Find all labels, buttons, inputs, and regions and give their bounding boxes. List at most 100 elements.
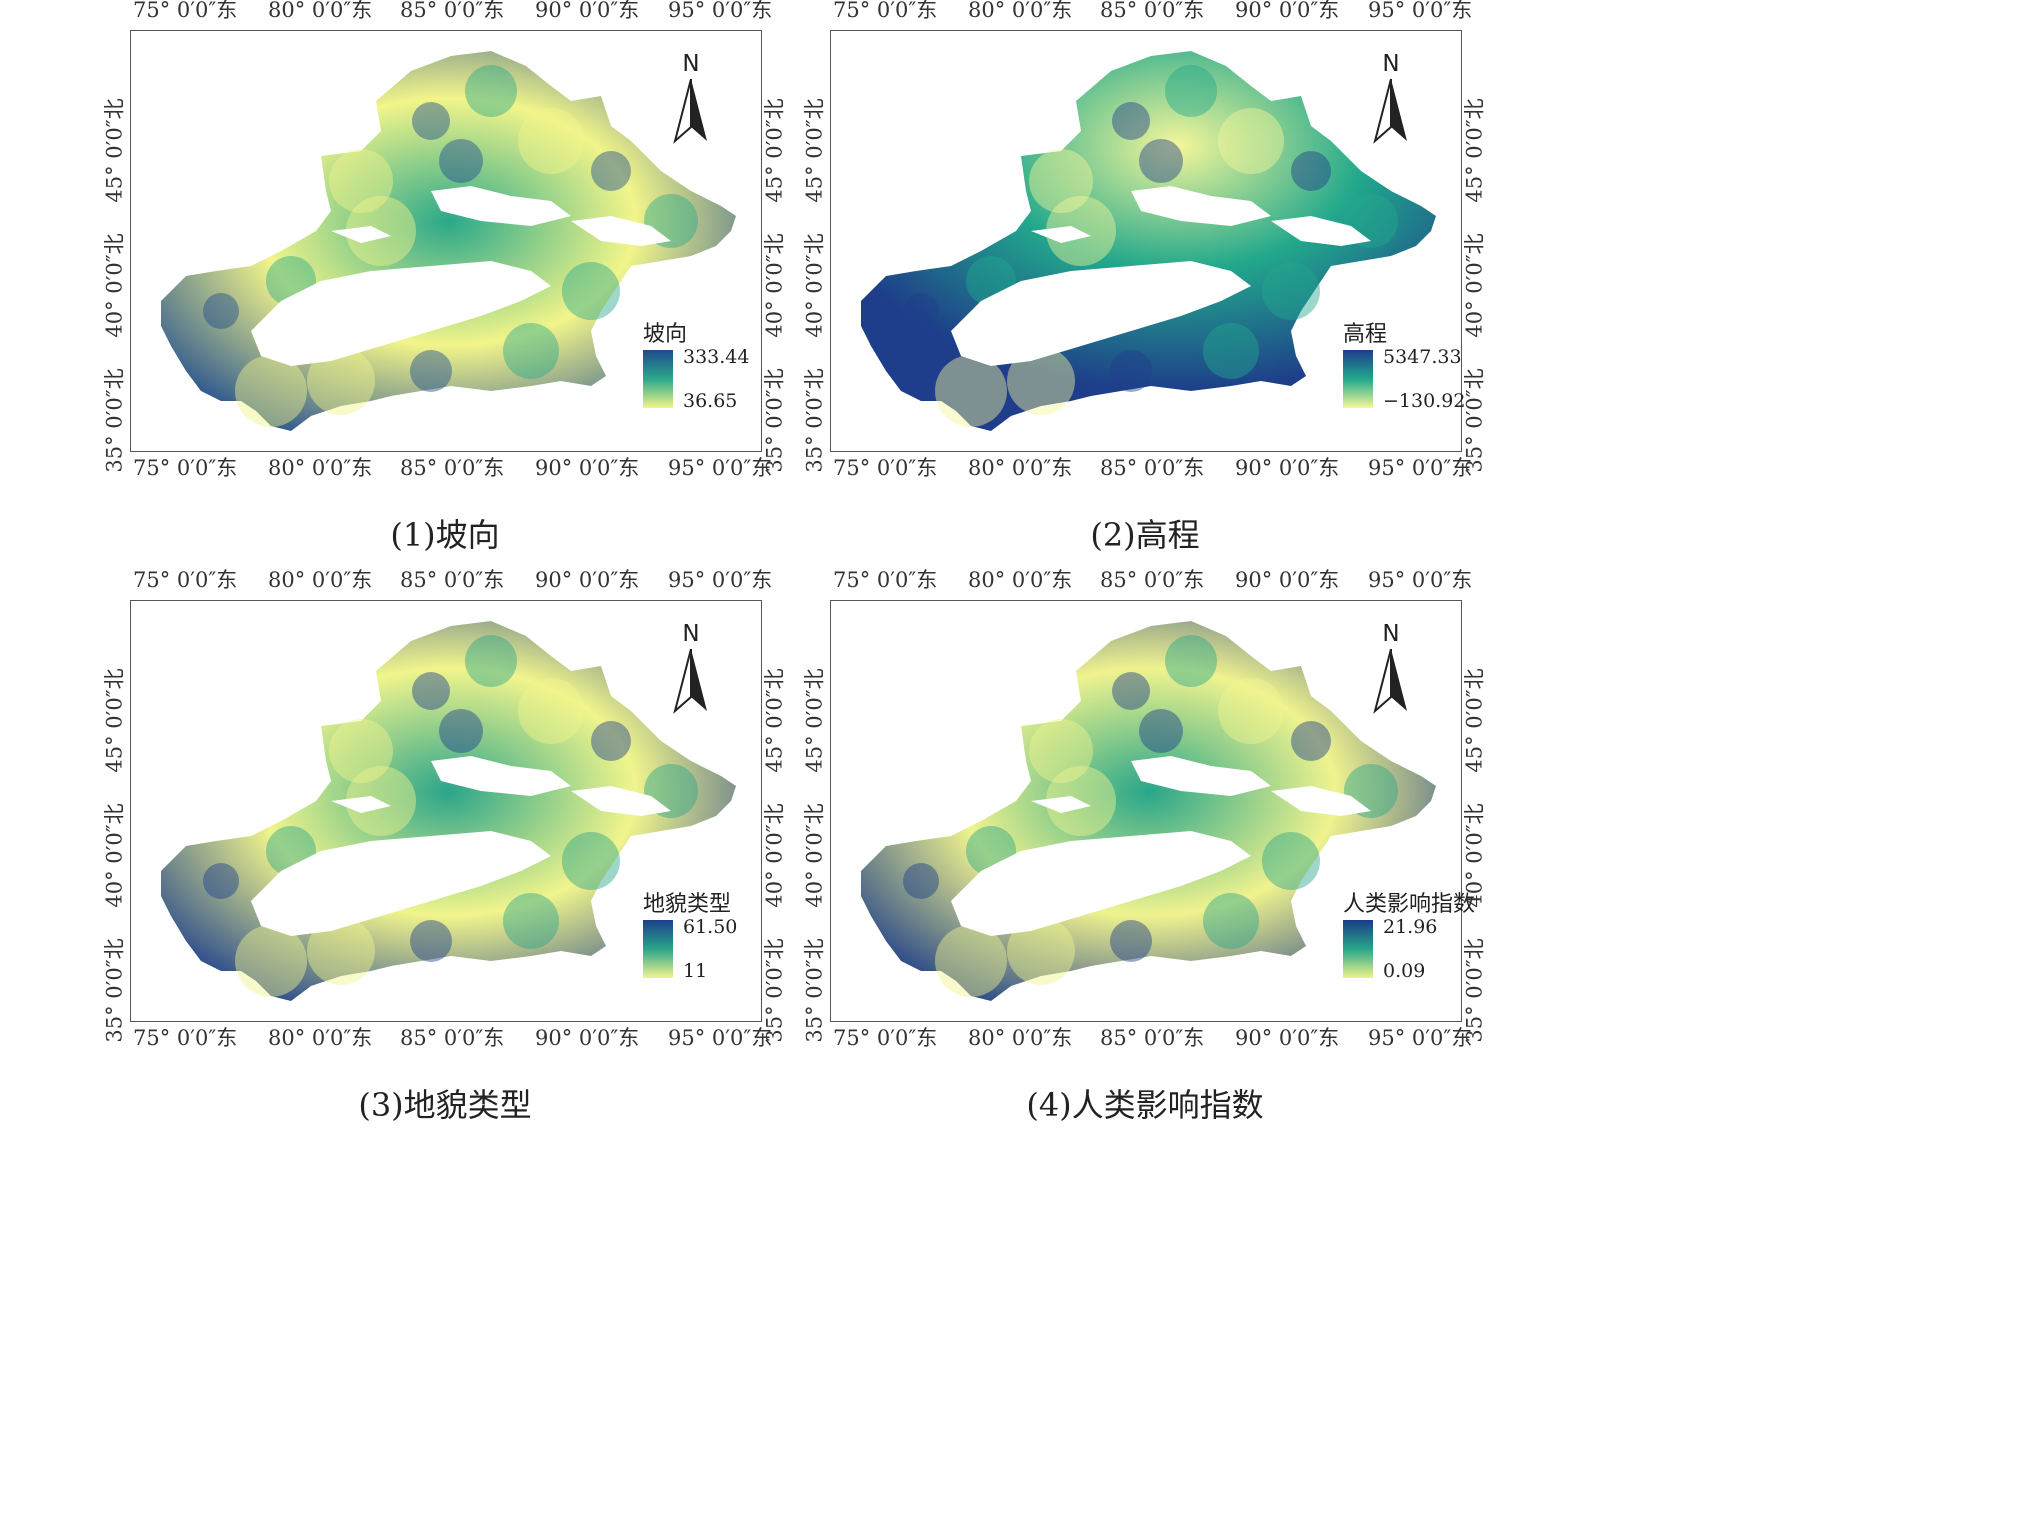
lat-tick-left: 40° 0′0″北 [102, 233, 127, 338]
north-arrow-icon: N [661, 621, 721, 721]
texture-blob [235, 925, 307, 997]
texture-blob [410, 920, 452, 962]
texture-blob [307, 347, 375, 415]
lon-tick-top: 75° 0′0″东 [133, 568, 238, 592]
north-label: N [1382, 621, 1400, 647]
texture-blob [203, 863, 239, 899]
legend-min: −130.92 [1383, 390, 1466, 412]
lon-tick-top: 95° 0′0″东 [668, 0, 773, 22]
lat-tick-left: 45° 0′0″北 [802, 98, 827, 203]
lon-tick-top: 80° 0′0″东 [968, 0, 1073, 22]
texture-blob [235, 355, 307, 427]
texture-blob [591, 721, 631, 761]
legend-max: 5347.33 [1383, 346, 1462, 368]
texture-blob [410, 350, 452, 392]
no-data-area [1271, 786, 1371, 816]
lon-tick-top: 90° 0′0″东 [535, 0, 640, 22]
legend-min: 36.65 [683, 390, 738, 412]
texture-blob [903, 293, 939, 329]
north-label: N [682, 51, 700, 77]
texture-blob [1218, 678, 1284, 744]
raster-map [161, 621, 736, 1001]
north-arrow-icon: N [1361, 621, 1421, 721]
no-data-basin [951, 261, 1251, 366]
texture-blob [412, 672, 450, 710]
figure-caption: (3)地貌类型 [358, 1086, 532, 1124]
legend-title: 人类影响指数 [1343, 892, 1476, 917]
lon-tick-bottom: 90° 0′0″东 [535, 456, 640, 480]
texture-blob [1139, 139, 1183, 183]
lat-tick-left: 35° 0′0″北 [802, 938, 827, 1043]
no-data-area [1131, 186, 1271, 226]
lat-tick-left: 45° 0′0″北 [802, 668, 827, 773]
legend-color-ramp [1343, 350, 1373, 408]
lon-tick-top: 75° 0′0″东 [833, 568, 938, 592]
lat-tick-left: 35° 0′0″北 [102, 938, 127, 1043]
lon-tick-top: 85° 0′0″东 [400, 568, 505, 592]
lon-tick-bottom: 85° 0′0″东 [400, 456, 505, 480]
lat-tick-left: 45° 0′0″北 [102, 98, 127, 203]
lat-tick-left: 40° 0′0″北 [802, 803, 827, 908]
lon-tick-bottom: 85° 0′0″东 [1100, 456, 1205, 480]
texture-blob [1291, 151, 1331, 191]
lon-tick-bottom: 75° 0′0″东 [833, 456, 938, 480]
legend: 高程 5347.33 −130.92 [1343, 316, 1513, 426]
no-data-area [1031, 226, 1091, 243]
no-data-area [1031, 796, 1091, 813]
lon-tick-bottom: 75° 0′0″东 [133, 1026, 238, 1050]
lat-tick-left: 45° 0′0″北 [102, 668, 127, 773]
texture-blob [1218, 108, 1284, 174]
texture-blob [1029, 149, 1093, 213]
texture-blob [1262, 832, 1320, 890]
lat-tick-right: 35° 0′0″北 [1462, 368, 1487, 473]
figure-caption: (1)坡向 [390, 516, 500, 554]
legend-title: 坡向 [643, 322, 688, 347]
lat-tick-right: 45° 0′0″北 [1462, 98, 1487, 203]
map-panel-1: 75° 0′0″东 80° 0′0″东 85° 0′0″东 90° 0′0″东 95° … [0, 0, 787, 740]
lon-tick-bottom: 95° 0′0″东 [1368, 1026, 1473, 1050]
lon-tick-top: 85° 0′0″东 [400, 0, 505, 22]
map-frame: N 人类影响指数 21.96 0.09 [830, 600, 1475, 1022]
no-data-basin [251, 261, 551, 366]
texture-blob [1110, 350, 1152, 392]
texture-blob [1203, 893, 1259, 949]
raster-map [861, 621, 1436, 1001]
legend-min: 11 [683, 960, 708, 982]
texture-blob [465, 65, 517, 117]
no-data-area [1271, 216, 1371, 246]
texture-blob [439, 709, 483, 753]
lon-tick-top: 75° 0′0″东 [133, 0, 238, 22]
legend-min: 0.09 [1383, 960, 1426, 982]
legend-color-ramp [643, 350, 673, 408]
texture-blob [1029, 719, 1093, 783]
lon-tick-bottom: 95° 0′0″东 [668, 456, 773, 480]
texture-blob [1110, 920, 1152, 962]
lon-tick-bottom: 75° 0′0″东 [833, 1026, 938, 1050]
north-arrow-icon: N [661, 51, 721, 151]
lon-tick-top: 75° 0′0″东 [833, 0, 938, 22]
no-data-area [571, 786, 671, 816]
lon-tick-bottom: 75° 0′0″东 [133, 456, 238, 480]
texture-blob [562, 832, 620, 890]
texture-blob [1262, 262, 1320, 320]
raster-map [161, 51, 736, 431]
lon-tick-top: 80° 0′0″东 [968, 568, 1073, 592]
texture-blob [1203, 323, 1259, 379]
lon-tick-top: 95° 0′0″东 [668, 568, 773, 592]
lon-tick-bottom: 95° 0′0″东 [1368, 456, 1473, 480]
legend: 人类影响指数 21.96 0.09 [1343, 886, 1513, 996]
texture-blob [329, 719, 393, 783]
no-data-area [1131, 756, 1271, 796]
lon-tick-bottom: 80° 0′0″东 [268, 456, 373, 480]
texture-blob [591, 151, 631, 191]
lat-tick-left: 35° 0′0″北 [802, 368, 827, 473]
lon-tick-bottom: 95° 0′0″东 [668, 1026, 773, 1050]
no-data-basin [251, 831, 551, 936]
lon-tick-bottom: 90° 0′0″东 [1235, 456, 1340, 480]
map-panel-4: 75° 0′0″东 80° 0′0″东 85° 0′0″东 90° 0′0″东 95° … [700, 568, 1487, 1310]
legend: 坡向 333.44 36.65 [643, 316, 813, 426]
texture-blob [503, 893, 559, 949]
lon-tick-bottom: 80° 0′0″东 [268, 1026, 373, 1050]
texture-blob [465, 635, 517, 687]
figure-caption: (2)高程 [1090, 516, 1200, 554]
